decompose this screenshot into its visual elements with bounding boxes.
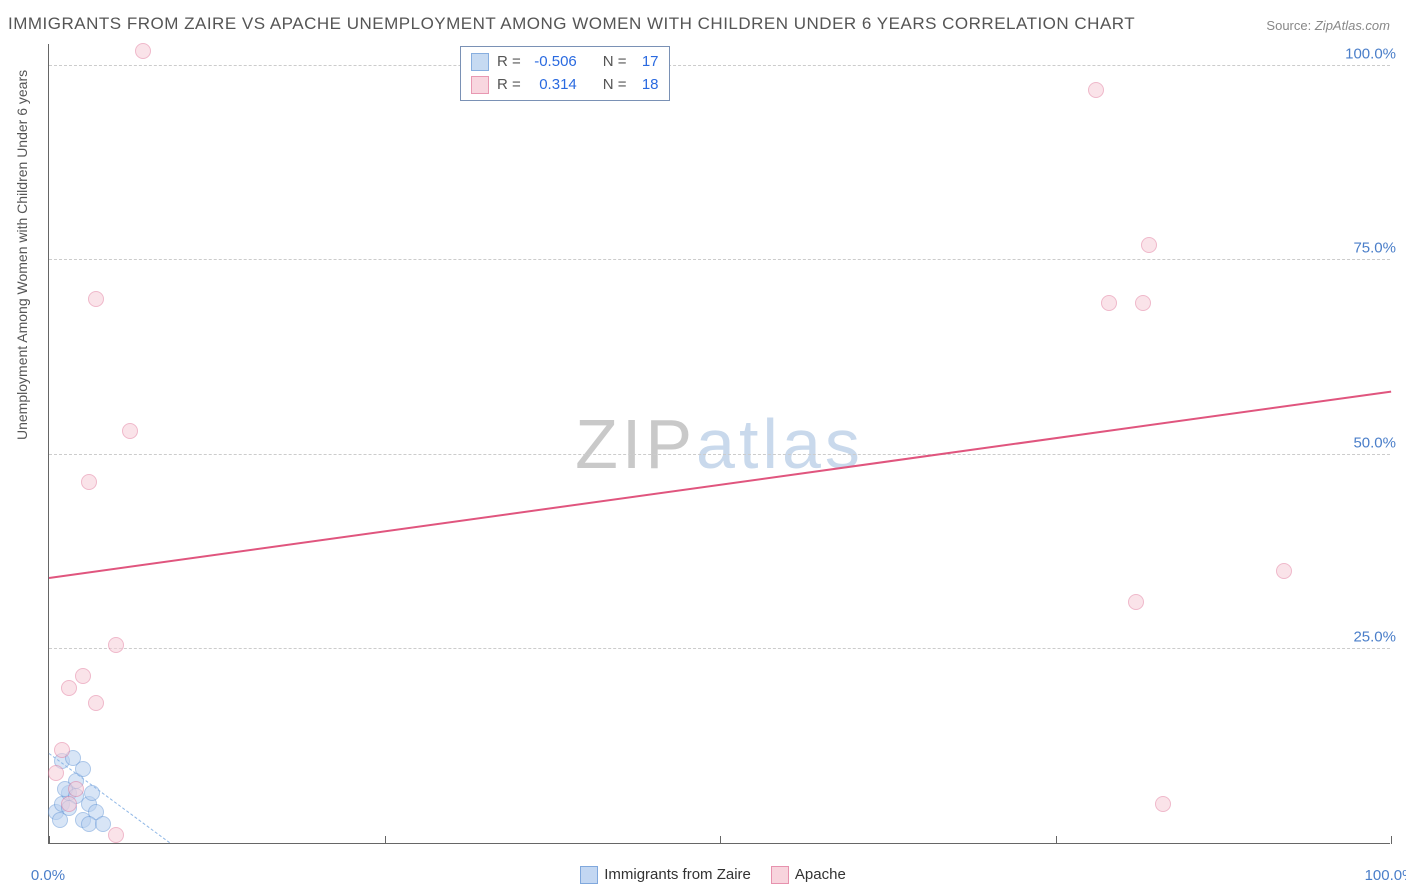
legend-n-value: 17 [635,51,659,74]
x-tick [49,836,50,844]
x-tick [1056,836,1057,844]
data-point [61,680,77,696]
chart-title: IMMIGRANTS FROM ZAIRE VS APACHE UNEMPLOY… [8,14,1135,34]
data-point [61,796,77,812]
data-point [75,668,91,684]
x-tick [720,836,721,844]
data-point [108,827,124,843]
y-tick-label: 50.0% [1353,434,1396,451]
data-point [81,474,97,490]
legend-swatch [471,53,489,71]
data-point [1141,237,1157,253]
data-point [122,423,138,439]
legend-n-label: N = [603,51,627,74]
data-point [95,816,111,832]
data-point [1155,796,1171,812]
legend-r-value: -0.506 [529,51,577,74]
x-tick [1391,836,1392,844]
watermark-atlas: atlas [696,405,864,483]
correlation-legend: R = -0.506 N = 17 R = 0.314 N = 18 [460,46,670,101]
legend-r-label: R = [497,51,521,74]
legend-series-label: Immigrants from Zaire [604,866,751,883]
data-point [54,742,70,758]
data-point [88,695,104,711]
data-point [48,765,64,781]
legend-r-label: R = [497,74,521,97]
legend-row: R = -0.506 N = 17 [471,51,659,74]
legend-row: R = 0.314 N = 18 [471,74,659,97]
source-value: ZipAtlas.com [1315,18,1390,33]
legend-n-label: N = [603,74,627,97]
legend-swatch [471,76,489,94]
source-attribution: Source: ZipAtlas.com [1266,18,1390,33]
y-tick-label: 25.0% [1353,628,1396,645]
data-point [108,637,124,653]
gridline [49,65,1390,66]
data-point [1135,295,1151,311]
legend-r-value: 0.314 [529,74,577,97]
data-point [1128,594,1144,610]
watermark-zip: ZIP [575,405,696,483]
y-axis-label: Unemployment Among Women with Children U… [14,70,30,440]
series-legend: Immigrants from Zaire Apache [0,866,1406,884]
gridline [49,454,1390,455]
y-tick-label: 75.0% [1353,240,1396,257]
gridline [49,648,1390,649]
x-tick-label: 0.0% [31,867,65,884]
source-label: Source: [1266,18,1311,33]
data-point [135,43,151,59]
data-point [1101,295,1117,311]
legend-series-label: Apache [795,866,846,883]
data-point [1088,82,1104,98]
data-point [1276,563,1292,579]
data-point [88,291,104,307]
x-tick [385,836,386,844]
gridline [49,259,1390,260]
scatter-plot: ZIPatlas [48,44,1390,844]
data-point [68,781,84,797]
x-tick-label: 100.0% [1365,867,1406,884]
legend-swatch [771,866,789,884]
trend-line [49,391,1391,579]
legend-n-value: 18 [635,74,659,97]
legend-swatch [580,866,598,884]
y-tick-label: 100.0% [1345,46,1396,63]
data-point [84,785,100,801]
